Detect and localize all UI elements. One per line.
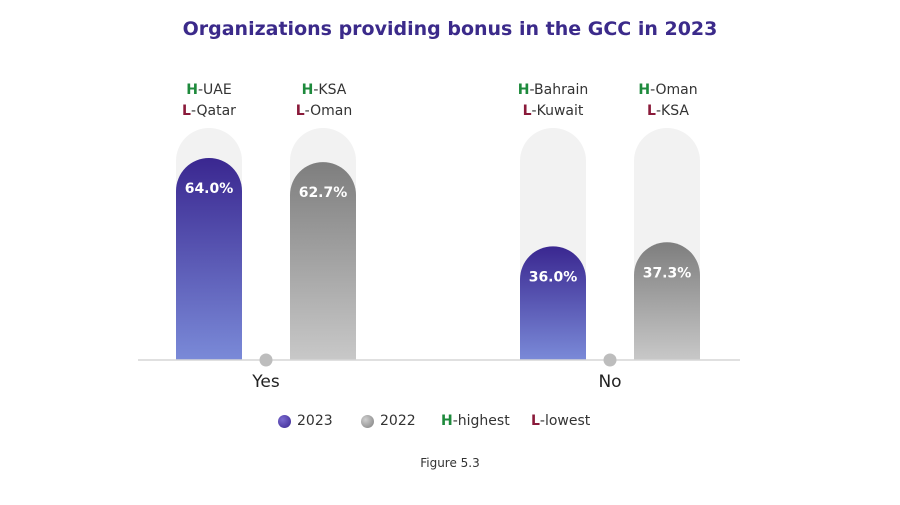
bar-yes-2023 (176, 158, 242, 360)
legend: 2023 2022 H -highest L -lowest (0, 413, 900, 433)
legend-item-2023: 2023 (278, 413, 333, 429)
bar-no-2022 (634, 242, 700, 360)
legend-item-2022: 2022 (361, 413, 416, 429)
bar-yes-2022 (290, 162, 356, 360)
figure-caption: Figure 5.3 (420, 456, 480, 470)
data-label-no-2023: 36.0% (529, 269, 578, 285)
legend-swatch-2022 (361, 414, 374, 428)
category-dot-no (603, 353, 617, 367)
category-label-yes: Yes (252, 372, 280, 392)
annotation-yes-2023: H-UAE L-Qatar (182, 82, 236, 119)
legend-item-lowest: L -lowest (531, 413, 591, 429)
category-dot-yes (259, 353, 273, 367)
legend-item-highest: H -highest (441, 413, 510, 429)
chart-title: Organizations providing bonus in the GCC… (182, 18, 718, 40)
legend-label-2023: 2023 (297, 413, 333, 429)
bar-no-2023 (520, 246, 586, 360)
annotation-no-2023: H-Bahrain L-Kuwait (517, 82, 589, 119)
legend-label-2022: 2022 (380, 413, 416, 429)
annotation-no-2022: H-Oman L-KSA (638, 82, 698, 119)
data-label-no-2022: 37.3% (643, 265, 692, 281)
category-label-no: No (598, 372, 622, 392)
data-label-yes-2022: 62.7% (299, 185, 348, 201)
legend-swatch-2023 (278, 414, 291, 428)
annotation-yes-2022: H-KSA L-Oman (295, 82, 353, 119)
data-label-yes-2023: 64.0% (185, 181, 234, 197)
